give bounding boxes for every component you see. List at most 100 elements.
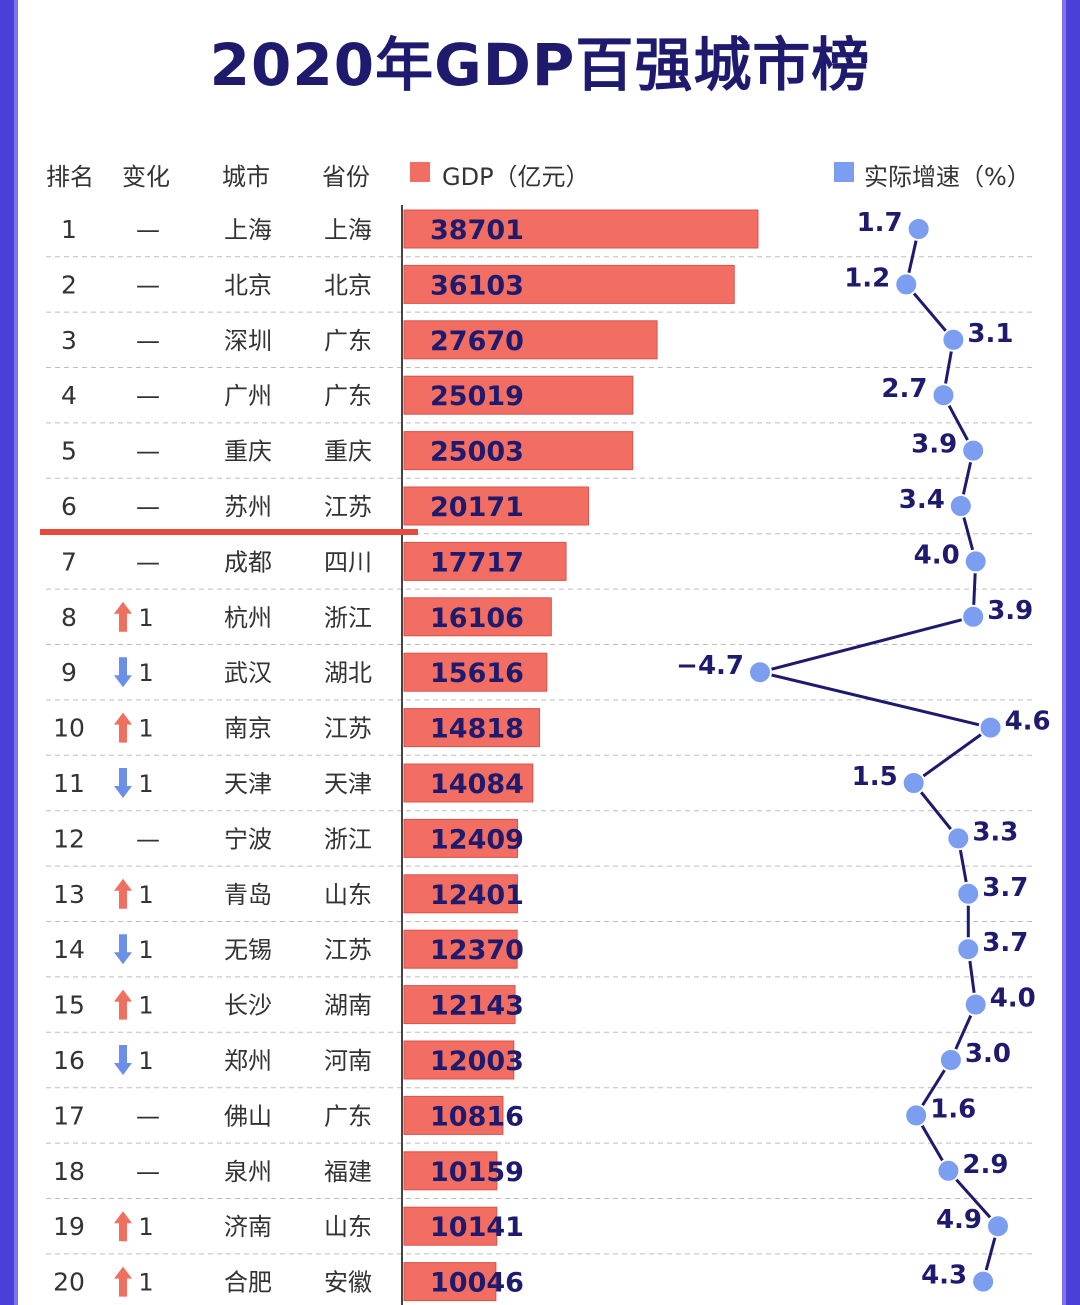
gdp-value-label: 16106 [430, 603, 524, 634]
city-label: 佛山 [224, 1102, 272, 1130]
header-growth: 实际增速（%） [864, 163, 1031, 191]
rank-label: 7 [61, 547, 77, 576]
chart-title: 2020年GDP百强城市榜 [209, 31, 871, 99]
change-label: — [136, 825, 160, 853]
growth-value-label: 3.3 [972, 817, 1018, 847]
gdp-value-label: 14084 [430, 769, 524, 800]
province-label: 北京 [324, 271, 372, 299]
province-label: 山东 [324, 1213, 372, 1241]
arrow-up-icon [114, 1211, 132, 1242]
change-label: — [136, 382, 160, 410]
city-label: 重庆 [224, 438, 272, 466]
gdp-bar [403, 874, 518, 914]
growth-legend-swatch [834, 162, 854, 182]
gdp-value-label: 10141 [430, 1212, 524, 1243]
growth-point [948, 494, 973, 518]
arrow-down-icon [114, 657, 132, 688]
growth-value-label: 3.7 [982, 928, 1028, 958]
gdp-bar [403, 985, 516, 1025]
rank-label: 3 [61, 326, 77, 355]
gdp-value-label: 10046 [430, 1268, 524, 1299]
city-label: 郑州 [224, 1047, 272, 1075]
change-label: 1 [138, 1213, 153, 1241]
province-label: 安徽 [324, 1269, 372, 1297]
city-label: 杭州 [224, 604, 272, 632]
change-label: 1 [138, 604, 153, 632]
gdp-legend-swatch [410, 162, 430, 182]
change-label: 1 [138, 881, 153, 909]
growth-point [901, 771, 926, 795]
growth-point [936, 1158, 961, 1183]
growth-value-label: 4.0 [990, 984, 1036, 1014]
growth-value-label: 4.0 [914, 540, 960, 570]
growth-point [906, 217, 931, 241]
rank-label: 9 [61, 658, 77, 687]
rank-label: 10 [53, 714, 85, 743]
growth-point [956, 881, 981, 906]
city-label: 宁波 [224, 825, 272, 853]
arrow-up-icon [114, 989, 132, 1020]
province-label: 湖南 [324, 992, 372, 1020]
arrow-up-icon [114, 601, 132, 632]
change-label: — [136, 493, 160, 521]
growth-value-label: 3.0 [965, 1039, 1011, 1069]
change-label: — [136, 271, 160, 299]
rank-label: 20 [53, 1268, 85, 1297]
city-label: 青岛 [224, 881, 272, 909]
province-label: 浙江 [324, 604, 372, 632]
header-rank: 排名 [46, 163, 94, 191]
province-label: 广东 [324, 382, 372, 410]
change-label: — [136, 216, 160, 244]
arrow-up-icon [114, 712, 132, 743]
gdp-bar [403, 1262, 497, 1302]
city-label: 天津 [224, 770, 272, 798]
arrow-down-icon [114, 934, 132, 965]
rank-label: 8 [61, 603, 77, 632]
gdp-value-label: 36103 [430, 270, 524, 301]
province-label: 四川 [324, 548, 372, 576]
province-label: 江苏 [324, 493, 372, 521]
highlight-underline [40, 529, 418, 535]
growth-value-label: −4.7 [676, 651, 744, 681]
rank-label: 19 [53, 1212, 85, 1241]
growth-point [946, 826, 971, 851]
city-label: 长沙 [224, 992, 272, 1020]
province-label: 浙江 [324, 825, 372, 853]
growth-value-label: 4.9 [936, 1205, 982, 1235]
gdp-value-label: 12003 [430, 1046, 524, 1077]
growth-point [748, 660, 772, 685]
city-label: 武汉 [224, 659, 272, 687]
city-label: 成都 [224, 548, 272, 576]
arrow-up-icon [114, 878, 132, 909]
gdp-value-label: 12401 [430, 880, 524, 911]
province-label: 山东 [324, 881, 372, 909]
city-label: 深圳 [224, 327, 272, 355]
growth-value-label: 1.7 [857, 208, 903, 238]
growth-value-label: 3.1 [967, 319, 1013, 349]
province-label: 河南 [324, 1047, 372, 1075]
gdp-bar [403, 652, 548, 692]
city-label: 苏州 [224, 493, 272, 521]
change-label: — [136, 1158, 160, 1186]
growth-point [963, 549, 988, 574]
city-label: 无锡 [224, 936, 272, 964]
rank-label: 2 [61, 270, 77, 299]
growth-point [961, 604, 986, 629]
rank-label: 6 [61, 492, 77, 521]
gdp-bar [403, 1151, 498, 1191]
rank-label: 5 [61, 437, 77, 466]
growth-value-label: 1.2 [844, 263, 890, 293]
province-label: 广东 [324, 327, 372, 355]
change-label: — [136, 327, 160, 355]
growth-point [971, 1269, 996, 1294]
gdp-value-label: 15616 [430, 658, 524, 689]
growth-point [978, 715, 1003, 740]
city-label: 南京 [224, 715, 272, 743]
gdp-bar [403, 1095, 504, 1135]
arrow-down-icon [114, 1045, 132, 1075]
city-label: 北京 [224, 271, 272, 299]
growth-point [931, 383, 956, 408]
growth-point [961, 438, 986, 463]
header-city: 城市 [222, 163, 270, 191]
